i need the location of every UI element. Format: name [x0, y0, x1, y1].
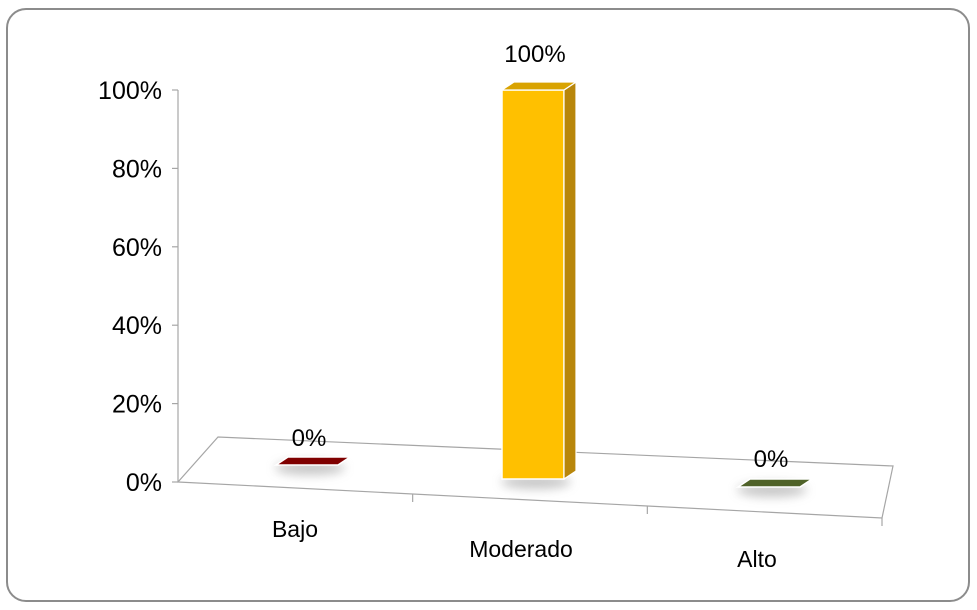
bar [735, 478, 815, 488]
bar-top [500, 81, 578, 91]
y-tick-label: 80% [112, 155, 162, 183]
y-tick-label: 100% [98, 77, 162, 105]
y-tick-label: 0% [126, 469, 162, 497]
data-label: 100% [504, 41, 565, 68]
data-label: 0% [754, 446, 789, 473]
x-tick-label: Alto [737, 546, 777, 572]
bar [501, 89, 565, 480]
x-tick-label: Moderado [469, 536, 573, 562]
data-label: 0% [292, 425, 327, 452]
x-tick-label: Bajo [272, 516, 318, 542]
bar [273, 456, 353, 466]
y-tick-label: 20% [112, 391, 162, 419]
y-tick-label: 60% [112, 234, 162, 262]
bar-side [563, 80, 577, 481]
y-tick-label: 40% [112, 312, 162, 340]
